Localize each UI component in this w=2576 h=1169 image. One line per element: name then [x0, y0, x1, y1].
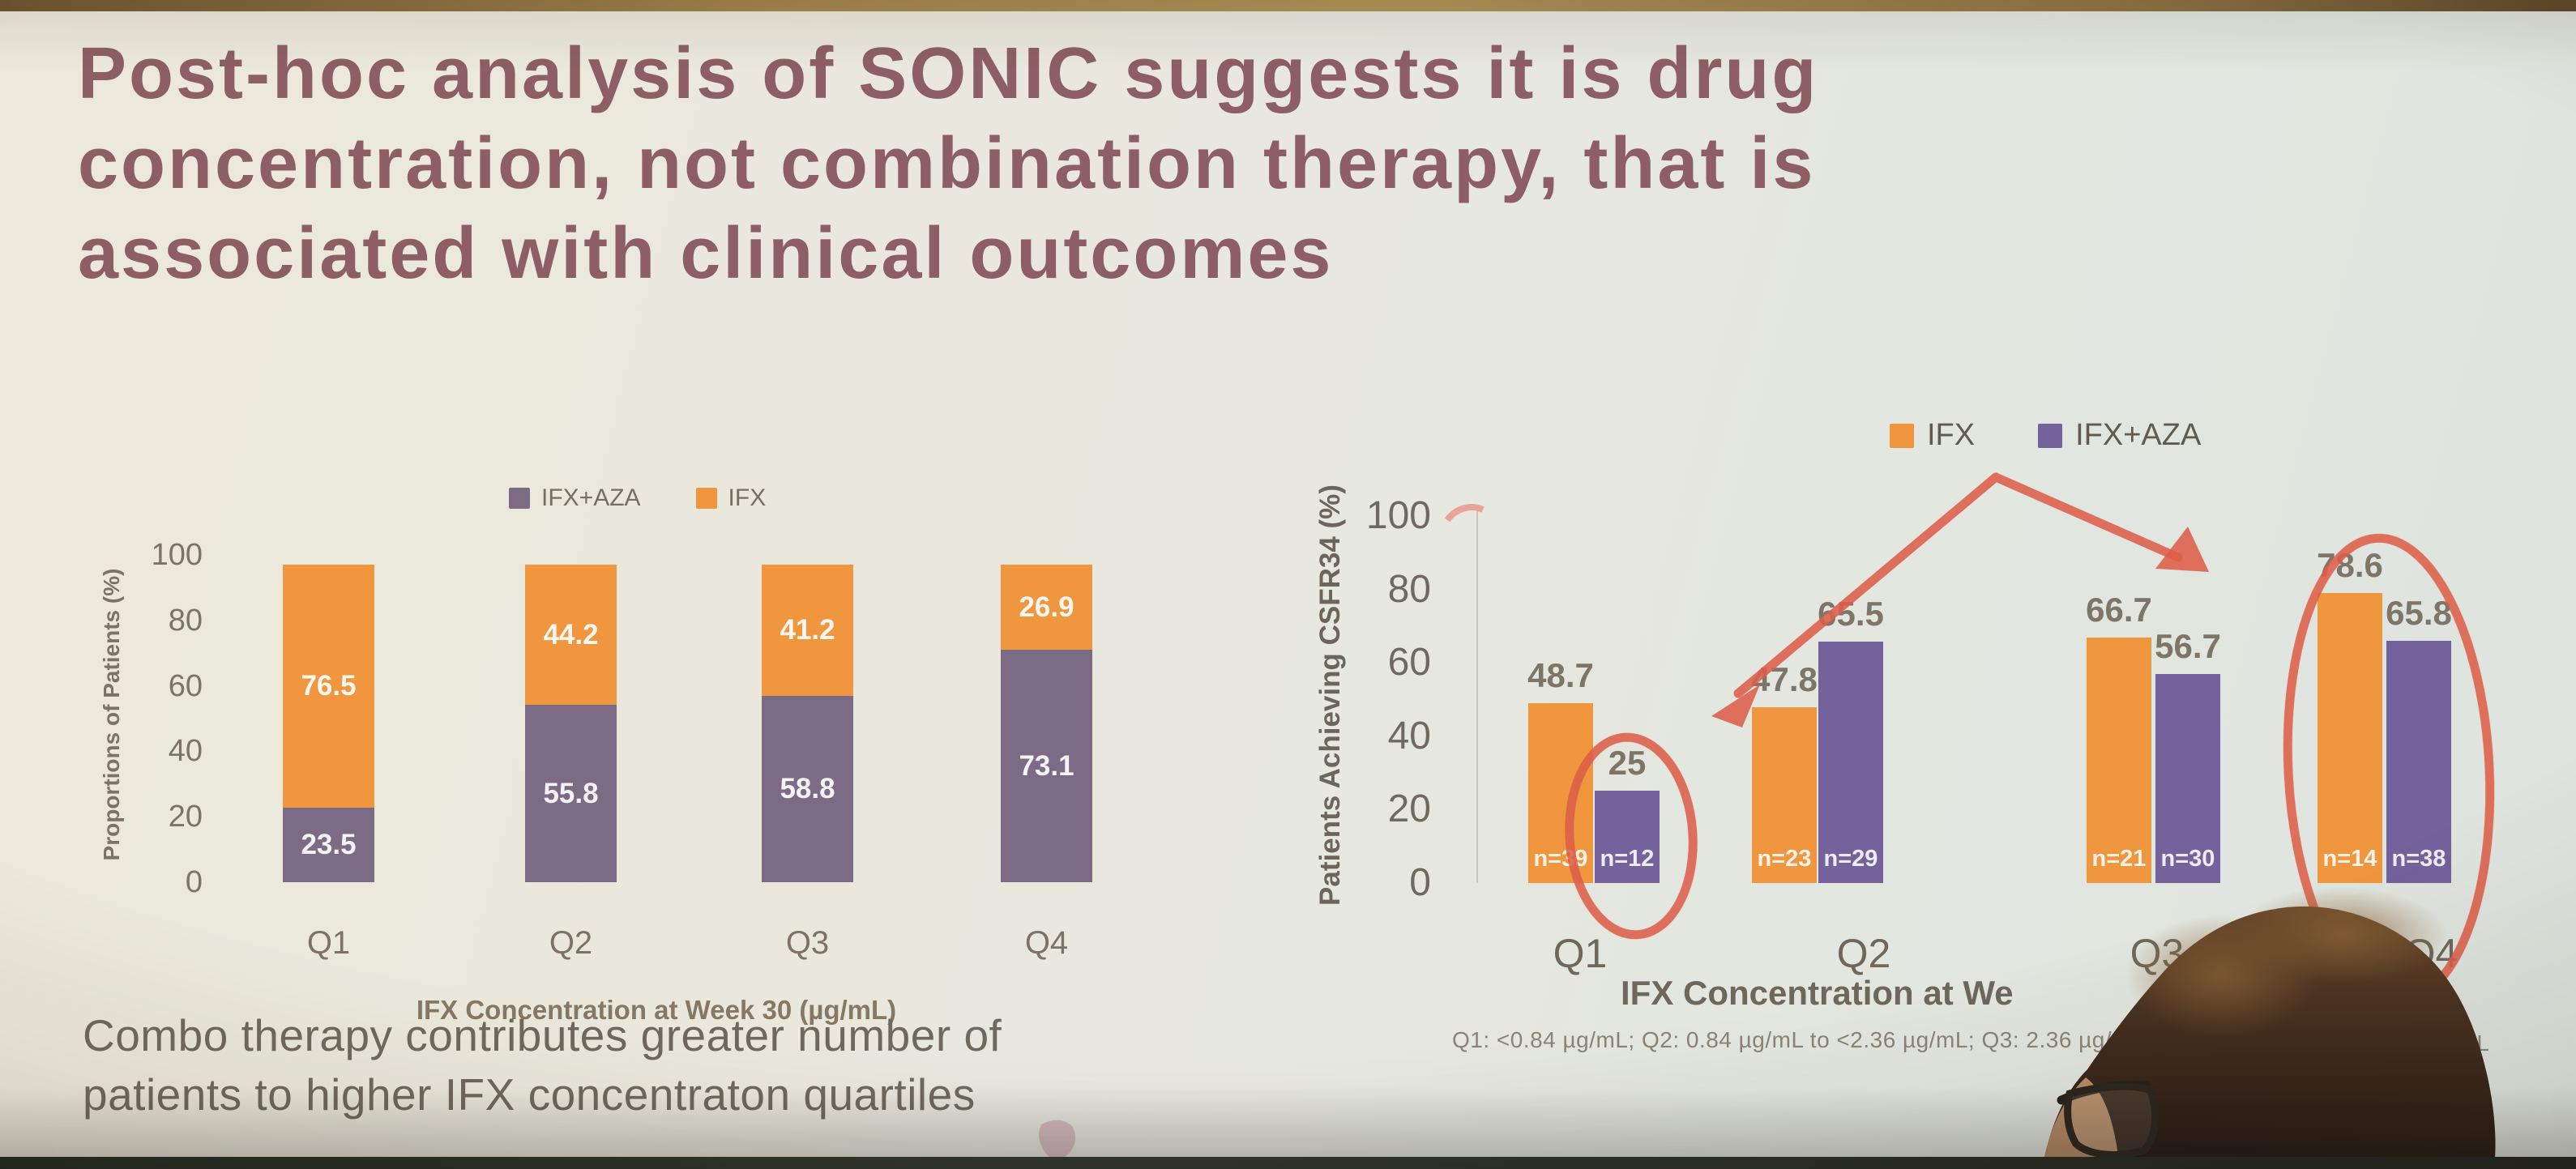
bar-value-label: 26.9 — [1019, 591, 1074, 623]
annotation-circle-q1-bar — [1565, 732, 1698, 940]
photo-bottom-edge — [0, 1157, 2576, 1169]
legend-swatch-ifx-aza — [2038, 423, 2063, 448]
right-y-tick: 80 — [1387, 567, 1431, 611]
grouped-bar-ifx — [2318, 593, 2382, 883]
legend-label-ifx: IFX — [1927, 418, 1976, 452]
bar-value-label: 56.7 — [2155, 627, 2221, 665]
stacked-bar-segment-ifx — [283, 565, 374, 808]
left-y-tick: 0 — [185, 865, 203, 899]
bar-value-label: 55.8 — [543, 777, 599, 809]
annotation-arrow-line-right — [1991, 472, 2183, 562]
right-y-tick: 100 — [1365, 494, 1431, 537]
title-line: Post-hoc analysis of SONIC suggests it i… — [78, 33, 1819, 114]
left-y-tick: 20 — [168, 800, 203, 834]
slide-title: Post-hoc analysis of SONIC suggests it i… — [78, 29, 1818, 299]
takeaway-line: Combo therapy contributes greater number… — [83, 1010, 1002, 1060]
bar-value-label: 58.8 — [780, 772, 835, 804]
legend-swatch-ifx — [695, 488, 717, 509]
legend-swatch-ifx — [1890, 423, 1914, 448]
legend-swatch-ifx-aza — [509, 488, 530, 509]
right-chart-legend: IFX IFX+AZA — [1890, 418, 2201, 453]
bar-n-label: n=21 — [2091, 846, 2147, 872]
bar-value-label: 65.8 — [2386, 593, 2452, 632]
bar-n-label: n=29 — [1823, 846, 1878, 872]
title-line: associated with clinical outcomes — [78, 213, 1334, 295]
takeaway-text: Combo therapy contributes greater number… — [83, 1006, 1002, 1124]
left-y-tick: 100 — [151, 538, 203, 572]
bar-value-label: 66.7 — [2086, 590, 2152, 629]
bar-n-label: n=39 — [1533, 846, 1588, 872]
left-y-tick: 80 — [168, 603, 203, 638]
bar-value-label: 48.7 — [1527, 656, 1594, 695]
left-x-category: Q2 — [549, 925, 593, 961]
right-y-axis-line — [1476, 510, 1478, 883]
bar-n-label: n=12 — [1600, 846, 1655, 872]
stacked-bar-segment-ifx-aza — [1001, 650, 1092, 882]
stacked-bar-segment-ifx-aza — [525, 705, 617, 882]
left-chart-legend: IFX+AZA IFX — [509, 484, 766, 512]
left-y-tick: 60 — [168, 668, 203, 703]
grouped-bar-ifx — [1752, 706, 1817, 883]
bar-value-label: 25 — [1608, 744, 1647, 783]
grouped-bar-ifx — [2087, 637, 2151, 883]
bar-n-label: n=23 — [1757, 846, 1812, 872]
bar-n-label: n=14 — [2322, 846, 2377, 872]
left-y-tick: 40 — [168, 734, 203, 769]
annotation-arrowhead-left — [1711, 685, 1760, 727]
right-y-tick: 40 — [1387, 714, 1431, 757]
grouped-bar-ifx-aza — [1595, 791, 1660, 883]
bar-value-label: 73.1 — [1019, 749, 1074, 782]
bar-n-label: n=38 — [2391, 846, 2446, 872]
stacked-bar-segment-ifx — [762, 565, 853, 696]
right-y-tick: 60 — [1387, 641, 1431, 685]
right-y-tick: 0 — [1409, 861, 1431, 904]
photo-top-edge — [0, 0, 2576, 11]
left-x-category: Q3 — [785, 925, 830, 961]
bar-value-label: 23.5 — [301, 828, 357, 860]
left-chart-x-axis-title: IFX Concentration at Week 30 (µg/mL) — [416, 995, 897, 1025]
pink-mark-near-100-tick — [1444, 504, 1485, 523]
right-y-tick: 20 — [1387, 787, 1431, 831]
grouped-bar-ifx-aza — [1818, 641, 1883, 883]
bar-value-label: 44.2 — [543, 618, 599, 651]
legend-label-ifx-aza: IFX+AZA — [541, 484, 641, 511]
grouped-bar-ifx-aza — [2155, 674, 2220, 883]
pink-smudge-mark — [1039, 1120, 1076, 1159]
legend-label-ifx-aza: IFX+AZA — [2075, 418, 2202, 452]
right-x-category: Q2 — [1836, 931, 1891, 976]
grouped-bar-ifx — [1528, 703, 1593, 883]
stacked-bar-segment-ifx-aza — [283, 807, 374, 882]
right-x-category: Q1 — [1553, 931, 1608, 976]
legend-label-ifx: IFX — [728, 484, 767, 511]
left-x-category: Q4 — [1024, 925, 1069, 961]
stacked-bar-segment-ifx — [525, 565, 617, 706]
stacked-bar-segment-ifx-aza — [762, 695, 853, 882]
bar-value-label: 76.5 — [301, 669, 357, 702]
takeaway-line: patients to higher IFX concentraton quar… — [83, 1069, 976, 1120]
quartile-footnote: Q1: <0.84 µg/mL; Q2: 0.84 µg/mL to <2.36… — [1452, 1027, 2131, 1052]
stacked-bar-segment-ifx — [1001, 565, 1092, 651]
hair-highlight — [2236, 887, 2447, 984]
head-cheek-skin — [2042, 1077, 2120, 1169]
annotation-arrow-line-left — [1733, 472, 2001, 698]
bar-value-label: 41.2 — [780, 613, 835, 646]
left-x-category: Q1 — [306, 925, 351, 961]
annotation-arrowhead-right — [2155, 527, 2209, 572]
glasses-lens — [2064, 1082, 2159, 1159]
right-chart-x-axis-title: IFX Concentration at We — [1621, 974, 2014, 1012]
bar-n-label: n=30 — [2160, 846, 2215, 872]
title-line: concentration, not combination therapy, … — [78, 123, 1816, 205]
grouped-bar-ifx-aza — [2386, 640, 2451, 883]
